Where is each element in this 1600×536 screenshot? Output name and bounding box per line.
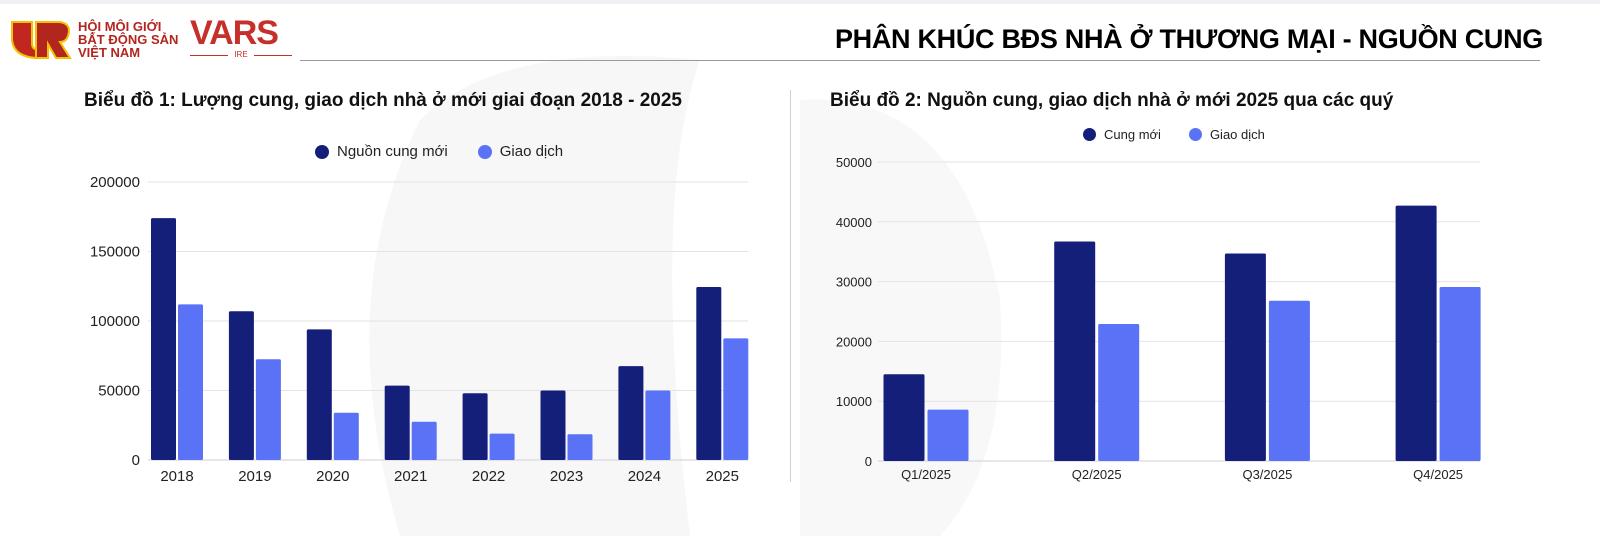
bar-transactions-Q2/2025 [1098, 324, 1140, 461]
bar-transactions-2025 [723, 338, 749, 460]
legend-swatch [477, 144, 492, 159]
x-tick-label: 2025 [706, 468, 739, 485]
bar-supply-2019 [228, 311, 254, 460]
y-tick-label: 150000 [90, 244, 140, 261]
chart1-title: Biểu đồ 1: Lượng cung, giao dịch nhà ở m… [84, 90, 682, 111]
bar-supply-2022 [462, 393, 488, 460]
bar-supply-Q1/2025 [883, 374, 925, 461]
bar-transactions-2024 [645, 390, 671, 460]
logo-line: VIỆT NAM [78, 44, 141, 60]
bar-supply-2020 [306, 329, 332, 460]
legend-swatch [1188, 128, 1202, 141]
legend-swatch [315, 144, 329, 159]
watermark-shape [800, 99, 1002, 536]
y-tick-label: 40000 [836, 215, 872, 230]
bar-transactions-2018 [178, 304, 203, 460]
logo-line: BẤT ĐỘNG SẢN [78, 31, 179, 47]
legend-label: Nguồn cung mới [337, 143, 448, 160]
legend-item-transactions: Giao dịch [477, 143, 564, 160]
x-tick-label: 2023 [550, 468, 583, 485]
bar-transactions-2022 [489, 433, 515, 460]
legend-swatch [1083, 128, 1096, 141]
chart2-legend: Cung mới Giao dịch [1083, 127, 1265, 142]
bar-transactions-Q1/2025 [927, 409, 969, 461]
logo-line: HỘI MÔI GIỚI [78, 18, 162, 34]
watermark-shape [369, 56, 700, 536]
bar-transactions-2020 [333, 412, 359, 460]
x-tick-label: Q1/2025 [901, 467, 951, 482]
chart2-title: Biểu đồ 2: Nguồn cung, giao dịch nhà ở m… [830, 90, 1394, 111]
y-tick-label: 100000 [90, 313, 140, 330]
y-tick-label: 50000 [98, 383, 140, 400]
legend-item-supply: Cung mới [1083, 127, 1161, 142]
x-tick-label: 2024 [628, 468, 661, 485]
x-tick-label: Q3/2025 [1242, 467, 1292, 482]
bar-supply-2023 [540, 390, 566, 460]
y-tick-label: 20000 [836, 334, 872, 349]
bar-transactions-2023 [567, 434, 593, 460]
y-tick-label: 10000 [836, 394, 872, 409]
x-tick-label: Q2/2025 [1072, 467, 1122, 482]
association-logo: HỘI MÔI GIỚI BẤT ĐỘNG SẢN VIỆT NAM [10, 18, 178, 60]
bar-transactions-Q4/2025 [1439, 286, 1481, 461]
legend-label: Giao dịch [1209, 127, 1265, 142]
bar-supply-2021 [384, 385, 410, 460]
x-tick-label: 2018 [160, 468, 193, 485]
legend-label: Giao dịch [499, 143, 564, 160]
vars-logo: VARS [190, 14, 279, 52]
chart-divider [790, 90, 791, 482]
x-tick-label: 2019 [238, 468, 271, 485]
bar-supply-Q4/2025 [1395, 205, 1437, 461]
y-tick-label: 50000 [836, 155, 872, 170]
bar-transactions-2021 [411, 421, 437, 460]
bar-transactions-Q3/2025 [1268, 300, 1310, 461]
bar-supply-2024 [618, 366, 644, 460]
legend-item-transactions: Giao dịch [1188, 127, 1265, 142]
chart1-legend: Nguồn cung mới Giao dịch [315, 143, 563, 160]
bar-supply-Q2/2025 [1054, 241, 1096, 461]
header-divider [300, 60, 1540, 61]
page-title: PHÂN KHÚC BĐS NHÀ Ở THƯƠNG MẠI - NGUỒN C… [834, 24, 1543, 54]
ire-logo-sub: IRE [190, 50, 292, 59]
bar-transactions-2019 [255, 359, 281, 460]
y-tick-label: 0 [865, 454, 872, 469]
legend-label: Cung mới [1104, 127, 1161, 142]
legend-item-supply: Nguồn cung mới [315, 143, 448, 160]
vr-logo-icon [11, 21, 72, 60]
x-tick-label: 2022 [472, 468, 505, 485]
bar-supply-Q3/2025 [1224, 253, 1266, 461]
y-tick-label: 200000 [90, 174, 140, 191]
top-bar [0, 0, 1600, 4]
bar-supply-2018 [151, 218, 176, 460]
bar-supply-2025 [696, 286, 722, 460]
y-tick-label: 30000 [836, 275, 872, 290]
x-tick-label: Q4/2025 [1413, 467, 1463, 482]
y-tick-label: 0 [132, 452, 140, 469]
x-tick-label: 2020 [316, 468, 349, 485]
x-tick-label: 2021 [394, 468, 427, 485]
